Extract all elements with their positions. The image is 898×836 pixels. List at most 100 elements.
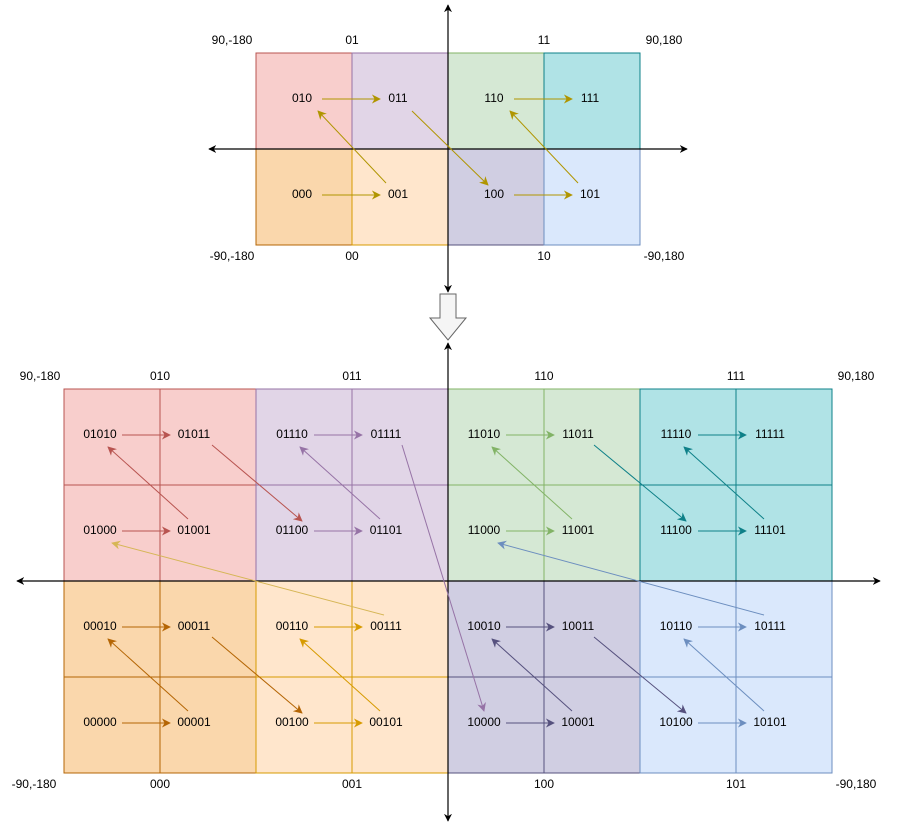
bottom-cell-bg [544,389,640,485]
bottom-cell-bg [640,677,736,773]
top-cell-110 [447,52,545,150]
bottom-order-arrow [491,446,573,520]
bottom-column-label: 100 [534,777,554,791]
bottom-cell-code: 00010 [83,619,117,633]
bottom-order-arrow [107,446,189,520]
bottom-corner-label: -90,-180 [12,777,57,791]
bottom-cell-code: 01011 [178,427,211,441]
bottom-cell-code: 11011 [562,427,594,441]
bottom-corner-label: -90,180 [836,777,877,791]
bottom-cell-bg [640,581,736,677]
top-cell-001 [351,148,449,246]
top-cell-code: 100 [484,187,504,201]
bottom-column-label: 011 [342,369,361,383]
bottom-cell-10101 [735,676,833,774]
bottom-cell-bg [64,677,160,773]
top-cell-code: 000 [292,187,312,201]
bottom-order-arrow [299,638,381,712]
top-corner-label: -90,-180 [210,249,255,263]
bottom-cell-bg [640,485,736,581]
bottom-cell-bg [160,485,256,581]
bottom-cell-code: 11110 [661,427,692,441]
bottom-cell-code: 01010 [83,427,117,441]
bottom-cell-code: 01110 [276,427,308,441]
bottom-cell-bg [736,485,832,581]
bottom-cell-code: 00111 [370,619,402,633]
bottom-order-arrow [683,446,765,520]
top-cell-000 [255,148,353,246]
bottom-cell-code: 01100 [276,523,309,537]
bottom-cell-bg [448,677,544,773]
bottom-cell-code: 11001 [562,523,595,537]
bottom-column-label: 101 [726,777,746,791]
bottom-cell-code: 10101 [753,715,787,729]
bottom-cell-code: 00100 [275,715,309,729]
top-column-label: 11 [538,33,551,47]
bottom-cell-code: 10100 [659,715,693,729]
top-corner-label: 90,-180 [212,33,253,47]
bottom-cell-code: 01000 [83,523,117,537]
top-cell-code: 110 [484,91,503,105]
bottom-corner-label: 90,180 [838,369,875,383]
bottom-cell-code: 10000 [467,715,501,729]
top-corner-label: -90,180 [644,249,685,263]
bottom-corner-label: 90,-180 [20,369,61,383]
bottom-cell-bg [256,581,352,677]
bottom-cell-bg [544,677,640,773]
bottom-cell-code: 11000 [468,523,501,537]
bottom-cell-bg [544,581,640,677]
top-order-arrow [317,110,387,184]
bottom-cell-bg [544,485,640,581]
bottom-cell-code: 01101 [370,523,403,537]
down-arrow-icon [428,293,468,341]
bottom-cell-code: 11101 [754,523,786,537]
bottom-cell-code: 01001 [177,523,211,537]
bottom-cell-bg [640,389,736,485]
bottom-order-arrow [491,638,573,712]
bottom-order-arrow [299,446,381,520]
top-cell-code: 111 [581,91,600,105]
top-cell-010 [255,52,353,150]
bottom-cell-code: 10110 [660,619,693,633]
bottom-cell-code: 10111 [754,619,786,633]
bottom-cell-bg [448,485,544,581]
top-cell-code: 101 [580,187,600,201]
bottom-order-arrow [107,638,189,712]
bottom-order-arrow [683,638,765,712]
bottom-cell-bg [256,677,352,773]
bottom-cross-arrow [111,540,385,616]
top-cell-100 [447,148,545,246]
bottom-cross-arrow [593,444,687,522]
bottom-cross-arrow [593,636,687,714]
bottom-column-label: 001 [342,777,362,791]
top-order-arrow [509,110,579,184]
bottom-cross-arrow [211,444,303,522]
bottom-cell-bg [64,485,160,581]
bottom-cell-code: 11100 [660,523,692,537]
bottom-cell-bg [352,389,448,485]
bottom-column-label: 010 [150,369,170,383]
bottom-cell-code: 10011 [562,619,595,633]
bottom-cell-bg [352,677,448,773]
bottom-cell-code: 00001 [177,715,211,729]
bottom-cell-code: 00101 [369,715,403,729]
top-cell-111 [543,52,641,150]
bottom-cross-arrow [497,540,765,616]
bottom-cell-code: 00011 [178,619,211,633]
bottom-cell-code: 11010 [468,427,501,441]
top-order-arrow [411,110,489,186]
top-corner-label: 90,180 [646,33,683,47]
bottom-cell-bg [352,581,448,677]
bottom-cell-bg [736,677,832,773]
bottom-cell-code: 10001 [561,715,595,729]
bottom-cell-code: 00000 [83,715,117,729]
bottom-cell-code: 00110 [276,619,309,633]
bottom-cell-code: 01111 [371,427,402,441]
bottom-column-label: 110 [534,369,553,383]
top-cell-code: 011 [388,91,407,105]
top-cell-101 [543,148,641,246]
top-column-label: 00 [345,249,359,263]
bottom-cell-bg [64,389,160,485]
